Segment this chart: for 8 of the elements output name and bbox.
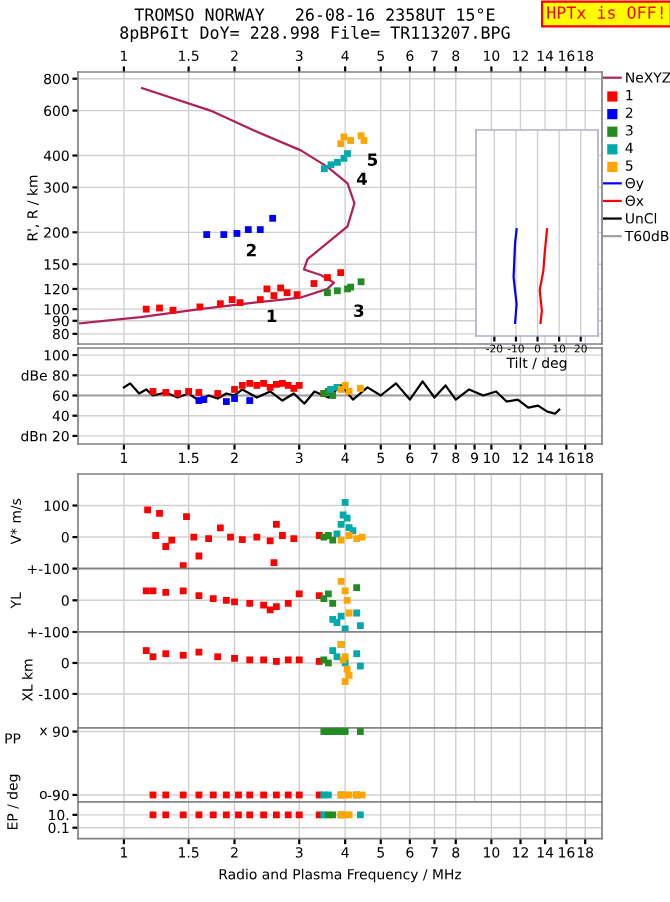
annotation: 3 bbox=[354, 304, 364, 318]
annotation: 1 bbox=[267, 309, 277, 322]
chart-subtitle: 8pBP6It DoY= 228.998 File= TR113207.BPG bbox=[120, 25, 510, 43]
annotation: 5 bbox=[367, 153, 378, 166]
text: HPTx is OFF! bbox=[547, 5, 663, 19]
annotation: 2 bbox=[246, 243, 256, 257]
chart-title: TROMSO NORWAY 26-08-16 2358UT 15°E bbox=[134, 8, 495, 21]
annotation: 4 bbox=[356, 172, 368, 185]
